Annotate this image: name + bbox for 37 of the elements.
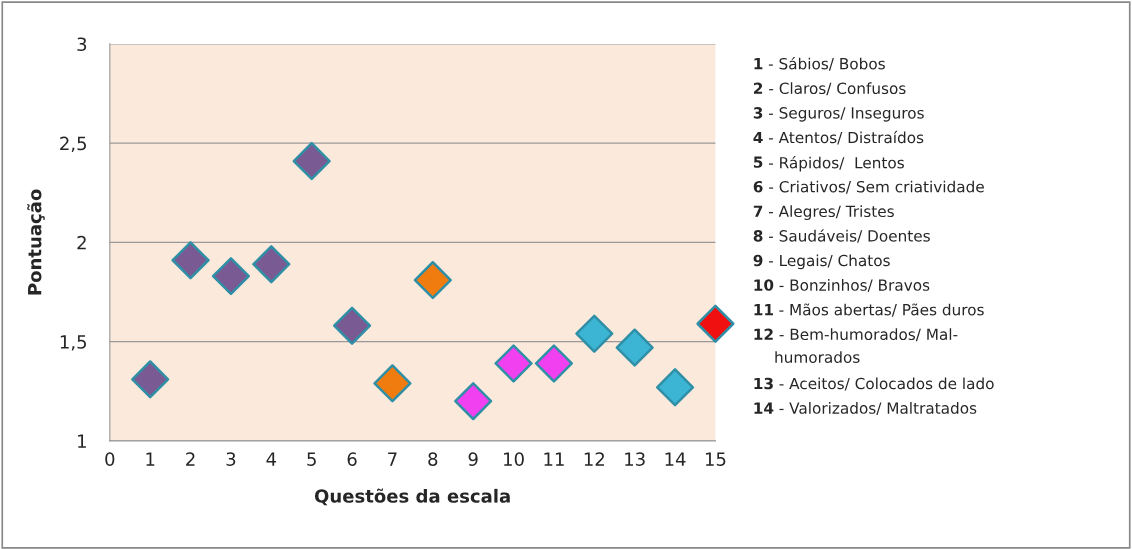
text: 3 - Seguros/ Inseguros bbox=[753, 107, 924, 122]
y-tick-label: 1 bbox=[78, 434, 86, 448]
text: 14 - Valorizados/ Maltratados bbox=[754, 402, 977, 416]
text: 8 - Saudáveis/ Doentes bbox=[753, 229, 930, 243]
text: 5 - Rápidos/ Lentos bbox=[753, 156, 904, 172]
x-tick-label: 10 bbox=[504, 452, 524, 466]
x-tick-label: 0 bbox=[105, 452, 115, 466]
x-tick-label: 8 bbox=[428, 452, 438, 466]
x-tick-label: 12 bbox=[584, 452, 604, 466]
text: 11 - Mãos abertas/ Pães duros bbox=[754, 303, 984, 317]
y-tick-label: 2 bbox=[77, 235, 86, 250]
text: 13 - Aceitos/ Colocados de lado bbox=[754, 377, 994, 391]
text: 12 - Bem-humorados/ Mal- humorados bbox=[754, 328, 958, 363]
y-tick-label: 3 bbox=[77, 37, 87, 52]
y-tick-label: 2,5 bbox=[60, 136, 87, 153]
x-tick-label: 4 bbox=[266, 452, 277, 466]
x-tick-label: 5 bbox=[307, 452, 316, 466]
x-tick-label: 11 bbox=[544, 452, 564, 466]
x-tick-label: 2 bbox=[186, 452, 195, 466]
text: 1 - Sábios/ Bobos bbox=[754, 57, 885, 71]
text: 6 - Criativos/ Sem criatividade bbox=[753, 180, 984, 194]
x-tick-label: 15 bbox=[705, 452, 726, 466]
text: 4 - Atentos/ Distraídos bbox=[753, 130, 924, 145]
x-tick-label: 7 bbox=[388, 452, 397, 466]
text: 9 - Legais/ Chatos bbox=[753, 254, 890, 270]
x-axis-title: Questões da escala bbox=[314, 488, 510, 506]
x-tick-label: 3 bbox=[226, 452, 236, 466]
x-tick-label: 9 bbox=[468, 452, 478, 466]
y-tick-label: 1,5 bbox=[60, 335, 87, 351]
text: 10 - Bonzinhos/ Bravos bbox=[754, 279, 930, 293]
y-axis-title: Pontuação bbox=[27, 189, 45, 295]
text: 2 - Claros/ Confusos bbox=[753, 82, 906, 96]
text: 7 - Alegres/ Tristes bbox=[753, 205, 894, 221]
x-tick-label: 1 bbox=[146, 452, 155, 466]
x-tick-label: 13 bbox=[625, 452, 645, 466]
x-tick-label: 6 bbox=[347, 452, 357, 466]
x-tick-label: 14 bbox=[665, 452, 686, 466]
